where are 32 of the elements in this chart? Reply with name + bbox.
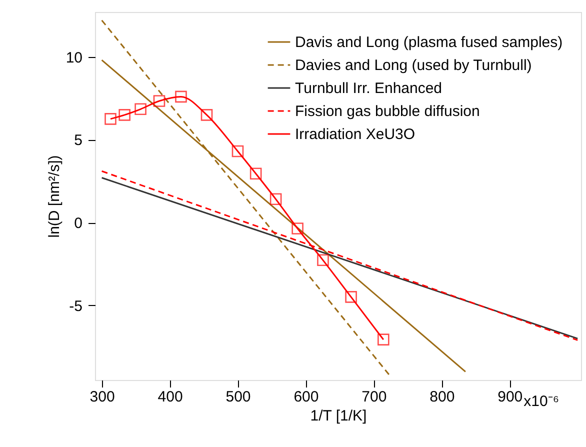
point xyxy=(317,254,329,266)
point xyxy=(292,222,304,234)
legend-label: Fission gas bubble diffusion xyxy=(295,103,480,120)
point xyxy=(118,109,130,121)
x-tick-label: 600 xyxy=(294,388,319,406)
point xyxy=(270,193,282,206)
x-tick-label: 400 xyxy=(158,388,183,406)
point xyxy=(250,168,262,180)
legend-label: Davies and Long (used by Turnbull) xyxy=(295,57,532,74)
point xyxy=(200,109,213,121)
point xyxy=(134,103,146,116)
y-tick-label: 0 xyxy=(74,215,82,232)
legend-label: Davis and Long (plasma fused samples) xyxy=(295,34,563,51)
y-tick-label: 5 xyxy=(74,132,82,150)
text: x10⁻⁶ xyxy=(524,393,559,410)
legend-label: Irradiation XeU3O xyxy=(295,126,416,143)
y-axis-title: ln(D [nm²/s]) xyxy=(46,155,63,238)
point xyxy=(232,145,244,158)
x-axis-title: 1/T [1/K] xyxy=(310,408,367,424)
point xyxy=(104,113,116,125)
point xyxy=(378,334,390,346)
x-tick-label: 900 xyxy=(498,388,523,406)
y-tick-label: 10 xyxy=(66,49,82,66)
x-tick-label: 700 xyxy=(362,388,387,406)
y-tick-label: -5 xyxy=(69,298,82,315)
x-tick-label: 800 xyxy=(430,388,455,406)
point xyxy=(175,90,187,103)
point xyxy=(345,291,357,303)
legend-label: Turnbull Irr. Enhanced xyxy=(295,80,442,97)
x-tick-label: 500 xyxy=(226,388,251,406)
point xyxy=(153,95,166,107)
x-tick-label: 300 xyxy=(90,388,115,406)
